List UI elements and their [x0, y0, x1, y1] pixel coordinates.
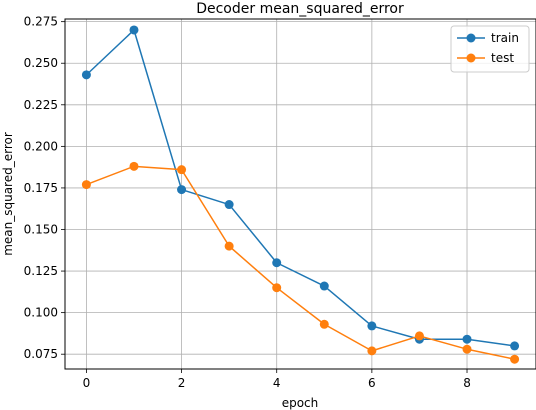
data-point-test — [177, 165, 187, 175]
chart-title: Decoder mean_squared_error — [196, 1, 404, 17]
data-point-test — [81, 180, 91, 190]
y-axis-ticks: 0.075 0.100 0.125 0.150 0.175 0.200 0.225 0.250… — [24, 15, 65, 361]
data-point-test — [462, 344, 472, 354]
data-point-test — [510, 354, 520, 364]
data-point-train — [319, 281, 329, 291]
data-point-test — [367, 346, 377, 356]
x-tick-label: 2 — [178, 376, 186, 390]
y-tick-label: 0.100 — [24, 306, 58, 320]
y-tick-label: 0.150 — [24, 222, 58, 236]
y-tick-label: 0.175 — [24, 181, 58, 195]
legend-test-label: test — [491, 51, 514, 65]
data-point-train — [510, 341, 520, 351]
x-tick-label: 6 — [368, 376, 376, 390]
data-point-test — [414, 331, 424, 341]
x-tick-label: 4 — [273, 376, 281, 390]
y-tick-label: 0.250 — [24, 56, 58, 70]
legend-train-marker — [466, 33, 476, 43]
y-axis-label: mean_squared_error — [1, 132, 15, 256]
data-point-test — [129, 161, 139, 171]
y-tick-label: 0.075 — [24, 347, 58, 361]
data-point-train — [367, 321, 377, 331]
data-point-test — [319, 319, 329, 329]
data-point-test — [224, 241, 234, 251]
legend: train test — [450, 25, 530, 73]
legend-train-label: train — [491, 31, 519, 45]
x-tick-label: 0 — [83, 376, 91, 390]
x-axis-label: epoch — [282, 396, 319, 410]
data-point-train — [462, 334, 472, 344]
y-tick-label: 0.200 — [24, 139, 58, 153]
series-line-train — [85, 29, 515, 347]
x-axis-ticks: 0 2 4 6 8 — [83, 369, 471, 390]
data-point-train — [224, 200, 234, 210]
y-tick-label: 0.125 — [24, 264, 58, 278]
x-tick-label: 8 — [463, 376, 471, 390]
data-point-train — [272, 258, 282, 268]
data-point-test — [272, 283, 282, 293]
legend-test-marker — [466, 53, 476, 63]
data-point-train — [81, 70, 91, 80]
data-point-train — [177, 185, 187, 195]
series-line-test — [86, 165, 515, 360]
data-point-train — [129, 25, 139, 35]
y-tick-label: 0.225 — [24, 98, 58, 112]
series — [81, 25, 520, 364]
plot-frame — [64, 18, 536, 370]
series-test — [81, 161, 520, 364]
y-tick-label: 0.275 — [24, 15, 58, 29]
